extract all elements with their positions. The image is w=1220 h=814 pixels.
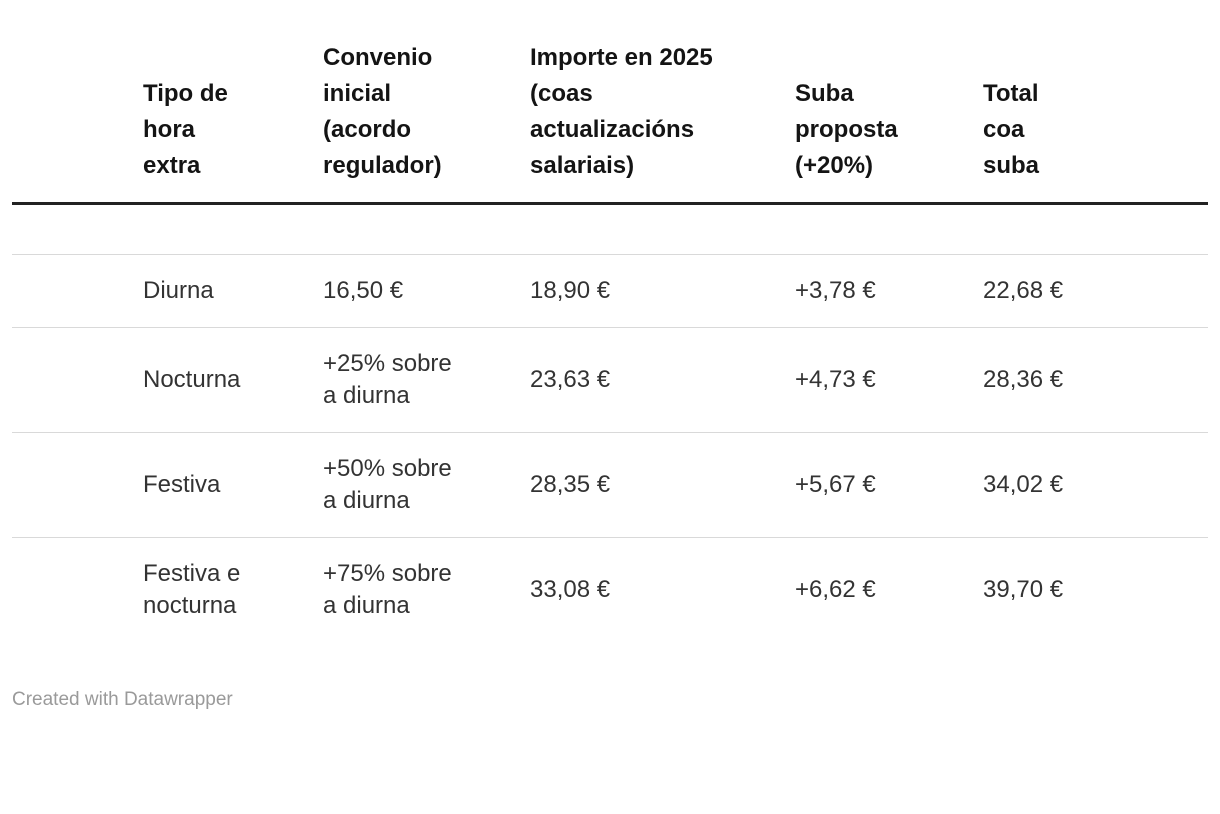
col-header-suba-proposta: Suba proposta (+20%) bbox=[795, 40, 983, 205]
spacer-cell bbox=[983, 203, 1208, 255]
value-cell: +50% sobre a diurna bbox=[323, 432, 530, 538]
row-label-cell: Nocturna bbox=[143, 327, 323, 433]
value-cell: +75% sobre a diurna bbox=[323, 560, 452, 619]
col-header-convenio-inicial: Convenio inicial (acordo regulador) bbox=[323, 40, 530, 205]
row-indent-cell bbox=[12, 327, 143, 433]
value-cell: +25% sobre a diurna bbox=[323, 327, 530, 433]
value-cell: 16,50 € bbox=[323, 254, 530, 328]
value-cell: +5,67 € bbox=[795, 432, 983, 538]
datawrapper-credit-link[interactable]: Created with Datawrapper bbox=[12, 689, 233, 710]
value-cell: +3,78 € bbox=[795, 254, 983, 328]
value-cell: +6,62 € bbox=[795, 576, 876, 603]
col-header-tipo-de-hora-extra: Tipo de hora extra bbox=[143, 40, 323, 205]
spacer-cell bbox=[795, 203, 983, 255]
row-label-cell: Festiva e nocturna bbox=[143, 560, 241, 619]
value-cell: 28,36 € bbox=[983, 327, 1208, 433]
table-row: Nocturna +25% sobre a diurna 23,63 € +4,73 … bbox=[12, 327, 1208, 433]
value-cell: 33,08 € bbox=[530, 576, 611, 603]
spacer-cell bbox=[12, 203, 143, 255]
value-cell: 23,63 € bbox=[530, 327, 795, 433]
value-cell: 34,02 € bbox=[983, 432, 1208, 538]
spacer-cell bbox=[530, 203, 795, 255]
row-indent-cell bbox=[12, 254, 143, 328]
table-row: Festiva e nocturna +75% sobre a diurna 33,… bbox=[12, 538, 1208, 643]
value-cell: 39,70 € bbox=[983, 576, 1064, 603]
row-indent-cell bbox=[12, 432, 143, 538]
row-label-cell: Festiva bbox=[143, 432, 323, 538]
table-row: Festiva +50% sobre a diurna 28,35 € +5,67 €… bbox=[12, 432, 1208, 538]
row-indent-cell bbox=[12, 538, 143, 643]
row-label-cell: Diurna bbox=[143, 254, 323, 328]
overtime-rates-table: Tipo de hora extra Convenio inicial (aco… bbox=[12, 40, 1208, 642]
value-cell: 22,68 € bbox=[983, 254, 1208, 328]
attribution: Created with Datawrapper bbox=[12, 688, 1208, 712]
spacer-cell bbox=[323, 203, 530, 255]
value-cell: +4,73 € bbox=[795, 327, 983, 433]
col-header-importe-2025: Importe en 2025 (coas actualizacións sal… bbox=[530, 40, 795, 205]
value-cell: 18,90 € bbox=[530, 254, 795, 328]
header-indent-cell bbox=[12, 40, 143, 205]
spacer-cell bbox=[143, 203, 323, 255]
col-header-total-coa-suba: Total coa suba bbox=[983, 40, 1208, 205]
spacer-row bbox=[12, 203, 1208, 255]
header-row: Tipo de hora extra Convenio inicial (aco… bbox=[12, 40, 1208, 205]
table-row: Diurna 16,50 €18,90 € +3,78 €22,68 € bbox=[12, 254, 1208, 328]
value-cell: 28,35 € bbox=[530, 432, 795, 538]
